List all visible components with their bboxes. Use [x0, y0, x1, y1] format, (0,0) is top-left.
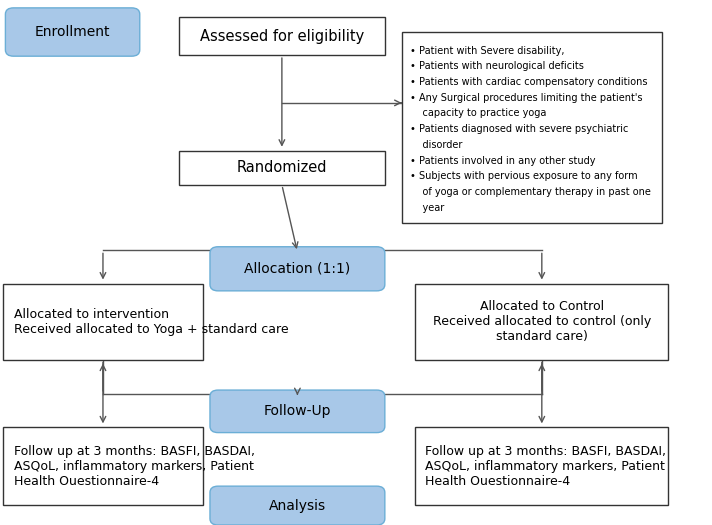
Text: year: year: [410, 203, 444, 213]
Text: Enrollment: Enrollment: [35, 25, 110, 39]
FancyBboxPatch shape: [179, 151, 385, 185]
Text: • Any Surgical procedures limiting the patient's: • Any Surgical procedures limiting the p…: [410, 93, 642, 103]
FancyBboxPatch shape: [210, 486, 385, 525]
Text: • Patients with neurological deficits: • Patients with neurological deficits: [410, 61, 584, 71]
Text: Allocated to Control
Received allocated to control (only
standard care): Allocated to Control Received allocated …: [433, 300, 651, 343]
Text: of yoga or complementary therapy in past one: of yoga or complementary therapy in past…: [410, 187, 651, 197]
Text: • Patients diagnosed with severe psychiatric: • Patients diagnosed with severe psychia…: [410, 124, 628, 134]
FancyBboxPatch shape: [415, 427, 669, 505]
FancyBboxPatch shape: [210, 247, 385, 291]
FancyBboxPatch shape: [179, 17, 385, 55]
Text: Analysis: Analysis: [269, 499, 326, 512]
Text: Randomized: Randomized: [236, 160, 327, 175]
Text: • Subjects with pervious exposure to any form: • Subjects with pervious exposure to any…: [410, 171, 637, 181]
Text: Follow-Up: Follow-Up: [263, 404, 331, 418]
FancyBboxPatch shape: [4, 427, 202, 505]
Text: Follow up at 3 months: BASFI, BASDAI,
ASQoL, inflammatory markers, Patient
Healt: Follow up at 3 months: BASFI, BASDAI, AS…: [14, 445, 254, 488]
FancyBboxPatch shape: [415, 284, 669, 360]
Text: Follow up at 3 months: BASFI, BASDAI,
ASQoL, inflammatory markers, Patient
Healt: Follow up at 3 months: BASFI, BASDAI, AS…: [425, 445, 666, 488]
Text: Allocated to intervention
Received allocated to Yoga + standard care: Allocated to intervention Received alloc…: [14, 308, 288, 335]
Text: capacity to practice yoga: capacity to practice yoga: [410, 109, 546, 119]
Text: disorder: disorder: [410, 140, 462, 150]
Text: Assessed for eligibility: Assessed for eligibility: [200, 29, 364, 44]
Text: • Patients with cardiac compensatory conditions: • Patients with cardiac compensatory con…: [410, 77, 647, 87]
Text: Allocation (1:1): Allocation (1:1): [244, 262, 350, 276]
Text: • Patients involved in any other study: • Patients involved in any other study: [410, 155, 595, 165]
Text: • Patient with Severe disability,: • Patient with Severe disability,: [410, 46, 565, 56]
FancyBboxPatch shape: [402, 32, 661, 223]
FancyBboxPatch shape: [4, 284, 202, 360]
FancyBboxPatch shape: [210, 390, 385, 433]
FancyBboxPatch shape: [6, 8, 140, 56]
